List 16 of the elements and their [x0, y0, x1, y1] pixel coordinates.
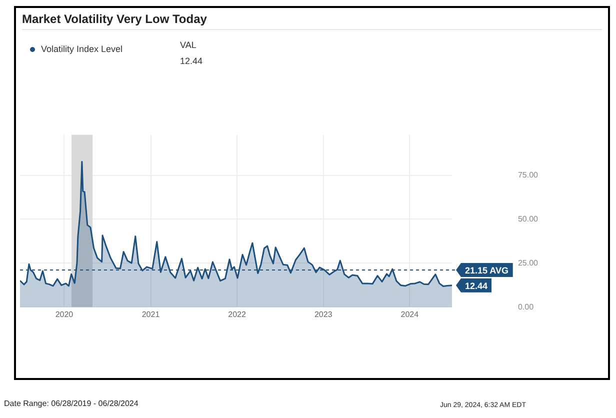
chart-title: Market Volatility Very Low Today [22, 12, 207, 26]
x-tick-label: 2022 [228, 310, 247, 320]
y-tick-label: 25.00 [518, 258, 539, 268]
y-tick-label: 50.00 [518, 214, 539, 224]
text: 12.44 [180, 56, 203, 66]
ref-line-label: 21.15 AVG [464, 265, 509, 276]
x-tick-label: 2021 [142, 310, 160, 320]
legend-label: Volatility Index Level [40, 44, 123, 54]
y-tick-label: 75.00 [518, 170, 539, 180]
x-tick-label: 2023 [314, 310, 333, 320]
y-tick-label: 0.00 [518, 302, 534, 312]
legend-title: VAL [180, 40, 196, 50]
text: 12.44 [464, 280, 488, 291]
x-tick-label: 2024 [400, 310, 420, 320]
text: Date Range: 06/28/2019 - 06/28/2024 [4, 399, 138, 408]
x-tick-label: 2020 [55, 310, 74, 320]
